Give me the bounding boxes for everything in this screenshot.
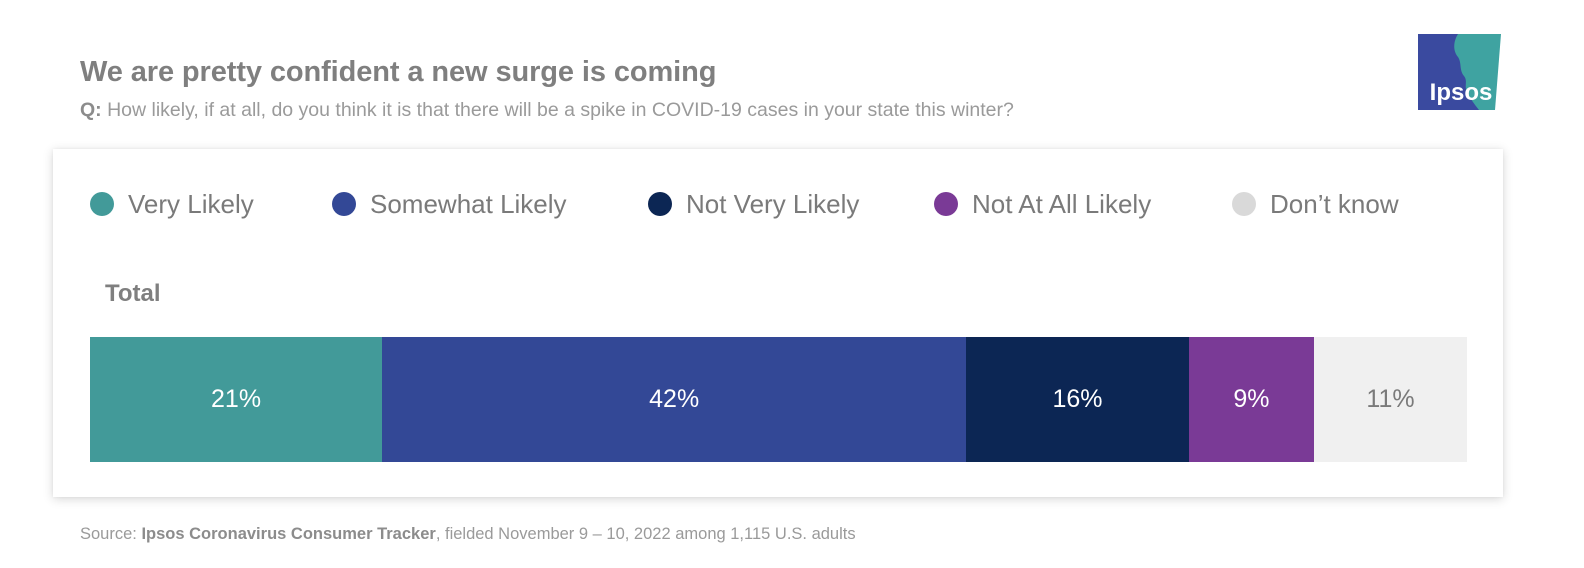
bar-segment-not-very-likely: 16%: [966, 337, 1189, 462]
logo-text: Ipsos: [1430, 79, 1493, 106]
legend-dot-not-at-all-likely: [934, 192, 958, 216]
legend-item-dont-know: Don’t know: [1232, 189, 1399, 219]
legend-dot-not-very-likely: [648, 192, 672, 216]
source-note: Source: Ipsos Coronavirus Consumer Track…: [80, 525, 856, 544]
legend-dot-dont-know: [1232, 192, 1256, 216]
category-label-total: Total: [105, 280, 161, 307]
source-suffix: , fielded November 9 – 10, 2022 among 1,…: [435, 525, 856, 543]
bar-segment-somewhat-likely: 42%: [382, 337, 967, 462]
legend-label-very-likely: Very Likely: [128, 188, 254, 219]
chart-question: Q: How likely, if at all, do you think i…: [80, 99, 1014, 122]
data-label-very-likely: 21%: [211, 385, 262, 413]
data-label-not-very-likely: 16%: [1052, 385, 1103, 413]
legend-label-somewhat-likely: Somewhat Likely: [370, 188, 567, 219]
legend-item-very-likely: Very Likely: [90, 189, 254, 219]
legend-dot-somewhat-likely: [332, 192, 356, 216]
legend-label-not-very-likely: Not Very Likely: [686, 188, 860, 219]
data-label-somewhat-likely: 42%: [649, 385, 700, 413]
data-label-dont-know: 11%: [1366, 385, 1415, 413]
source-prefix: Source:: [80, 525, 142, 543]
bar-segment-very-likely: 21%: [90, 337, 383, 462]
legend-item-not-at-all-likely: Not At All Likely: [934, 189, 1151, 219]
legend-item-not-very-likely: Not Very Likely: [648, 189, 859, 219]
stacked-bar-total: 21% 42% 16% 9% 11%: [90, 337, 1467, 462]
ipsos-logo: Ipsos: [1418, 34, 1501, 110]
bar-segment-not-at-all-likely: 9%: [1188, 337, 1314, 462]
question-text: How likely, if at all, do you think it i…: [101, 99, 1014, 121]
source-name: Ipsos Coronavirus Consumer Tracker: [141, 525, 436, 543]
logo-blue-shape: [1418, 34, 1479, 110]
legend-label-not-at-all-likely: Not At All Likely: [972, 188, 1152, 219]
legend-label-dont-know: Don’t know: [1270, 188, 1399, 219]
legend-item-somewhat-likely: Somewhat Likely: [332, 189, 567, 219]
question-prefix: Q:: [80, 99, 102, 121]
bar-segment-dont-know: 11%: [1314, 337, 1467, 462]
chart-card: Very Likely Somewhat Likely Not Very Lik…: [53, 149, 1503, 497]
data-label-not-at-all-likely: 9%: [1233, 385, 1270, 413]
legend-dot-very-likely: [90, 192, 114, 216]
chart-title: We are pretty confident a new surge is c…: [80, 56, 717, 88]
